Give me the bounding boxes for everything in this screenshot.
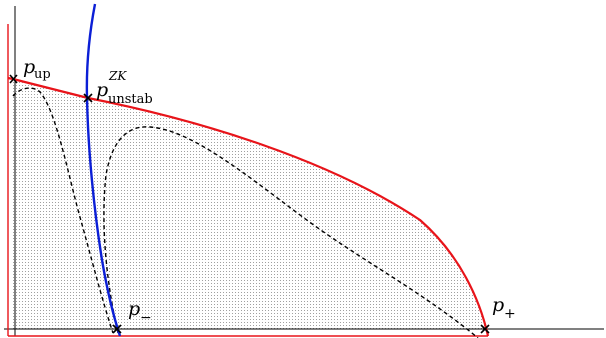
boundary-curve (7, 76, 490, 337)
label-p-up-base: p (23, 56, 35, 78)
label-p-minus: p − (128, 298, 152, 326)
label-p-plus-base: p (492, 294, 504, 316)
label-p-zk-sub: unstab (108, 92, 153, 107)
label-p-minus-sub: − (140, 310, 152, 326)
label-p-plus: p + (492, 294, 516, 322)
label-p-plus-sub: + (504, 306, 516, 322)
dashed-curve-right (103, 126, 479, 338)
blue-separatrix (85, 3, 122, 337)
shaded-region (13, 79, 486, 329)
label-p-zk: p ZK unstab (96, 69, 153, 107)
marker-p-zk (83, 93, 93, 103)
marker-p-plus (480, 324, 490, 334)
label-p-zk-sup: ZK (108, 69, 127, 83)
marker-p-up (9, 74, 18, 84)
label-p-zk-base: p (96, 79, 108, 101)
label-p-up: p up (23, 56, 51, 82)
label-p-up-sub: up (34, 67, 51, 82)
label-p-minus-base: p (128, 298, 140, 320)
marker-p-minus (112, 324, 122, 334)
dashed-curve-left (12, 87, 114, 334)
